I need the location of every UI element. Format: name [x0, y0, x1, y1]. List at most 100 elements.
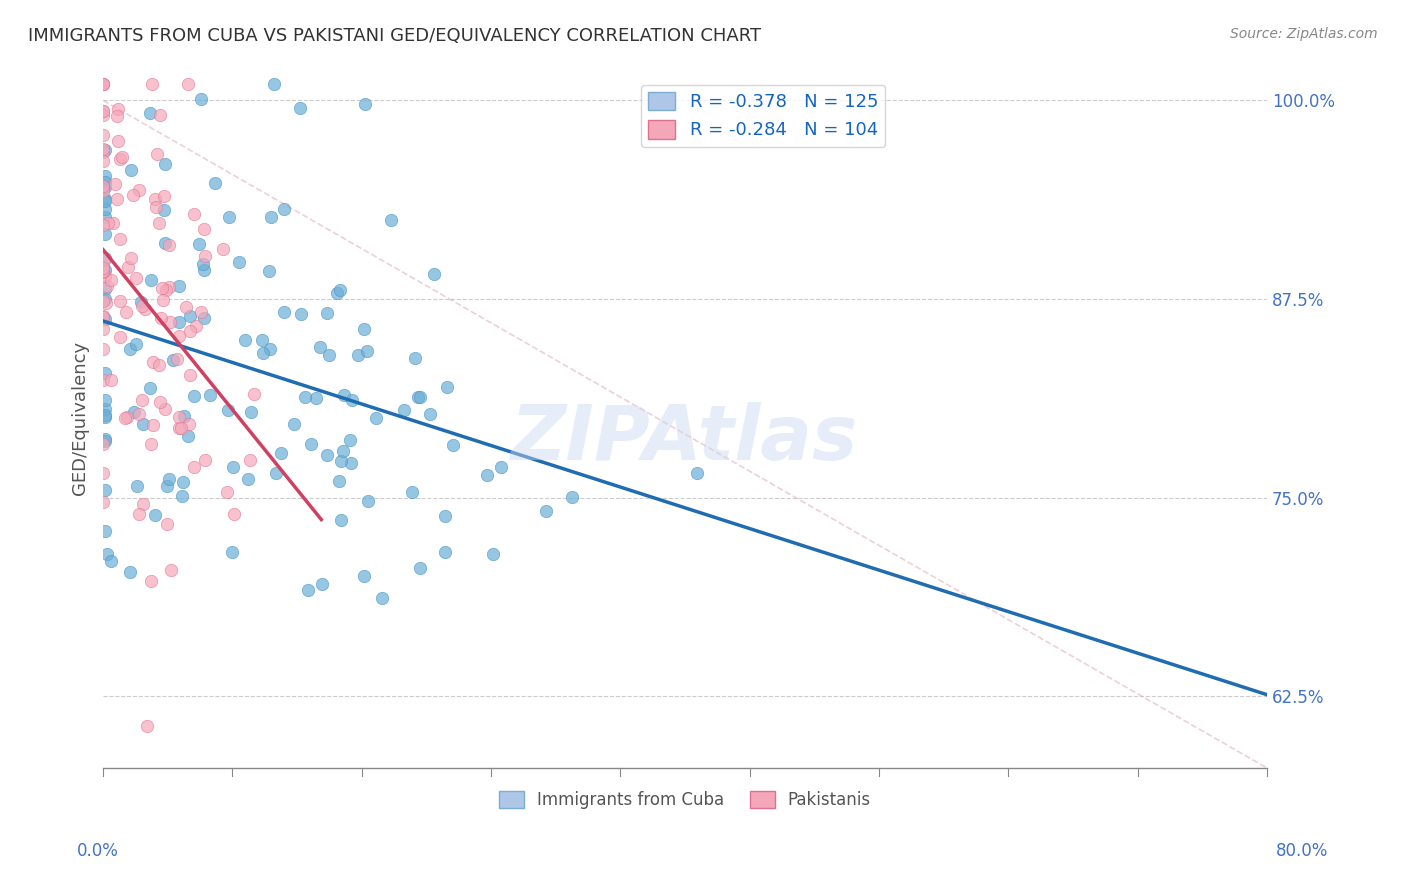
Point — [328, 475, 350, 489]
Point — [91, 293, 114, 308]
Point — [91, 153, 114, 168]
Point — [155, 283, 177, 297]
Point — [176, 428, 198, 442]
Point — [91, 145, 114, 159]
Point — [110, 232, 132, 246]
Point — [401, 485, 423, 500]
Point — [108, 153, 131, 167]
Point — [228, 255, 250, 269]
Point — [91, 437, 114, 451]
Point — [91, 495, 114, 509]
Point — [108, 294, 131, 309]
Point — [91, 309, 114, 323]
Point — [266, 467, 288, 481]
Point — [308, 341, 330, 355]
Point — [115, 409, 138, 424]
Point — [273, 202, 295, 216]
Point — [167, 421, 190, 435]
Point — [128, 407, 150, 421]
Point — [174, 301, 197, 315]
Point — [167, 410, 190, 425]
Point — [534, 504, 557, 518]
Point — [117, 260, 139, 274]
Point — [238, 472, 260, 486]
Point — [167, 279, 190, 293]
Point — [157, 280, 180, 294]
Point — [489, 459, 512, 474]
Point — [96, 547, 118, 561]
Point — [176, 78, 198, 92]
Point — [134, 301, 156, 316]
Point — [482, 547, 505, 561]
Point — [406, 390, 429, 404]
Point — [93, 169, 115, 184]
Point — [153, 203, 176, 218]
Point — [167, 328, 190, 343]
Point — [318, 348, 340, 362]
Point — [105, 192, 128, 206]
Point — [364, 411, 387, 425]
Point — [93, 483, 115, 498]
Point — [91, 128, 114, 143]
Point — [94, 252, 117, 266]
Point — [155, 236, 177, 251]
Point — [128, 183, 150, 197]
Point — [441, 438, 464, 452]
Point — [122, 405, 145, 419]
Point — [404, 351, 426, 366]
Point — [434, 545, 457, 559]
Point — [283, 417, 305, 432]
Point — [339, 433, 361, 447]
Point — [190, 305, 212, 319]
Point — [91, 321, 114, 335]
Point — [419, 407, 441, 421]
Point — [155, 402, 177, 417]
Point — [120, 252, 142, 266]
Point — [143, 508, 166, 522]
Point — [94, 295, 117, 310]
Point — [131, 294, 153, 309]
Point — [218, 210, 240, 224]
Point — [239, 405, 262, 419]
Point — [101, 216, 124, 230]
Point — [107, 134, 129, 148]
Point — [330, 453, 353, 467]
Point — [122, 187, 145, 202]
Point — [198, 388, 221, 402]
Point — [93, 392, 115, 407]
Point — [257, 263, 280, 277]
Point — [221, 545, 243, 559]
Point — [91, 104, 114, 119]
Point — [100, 554, 122, 568]
Point — [316, 306, 339, 320]
Point — [93, 293, 115, 307]
Point — [294, 390, 316, 404]
Point — [131, 392, 153, 407]
Point — [316, 449, 339, 463]
Point — [91, 263, 114, 277]
Point — [141, 436, 163, 450]
Point — [252, 345, 274, 359]
Point — [380, 212, 402, 227]
Point — [305, 391, 328, 405]
Point — [93, 282, 115, 296]
Point — [222, 460, 245, 475]
Point — [191, 257, 214, 271]
Point — [94, 269, 117, 284]
Point — [561, 490, 583, 504]
Point — [91, 260, 114, 274]
Point — [329, 283, 352, 297]
Point — [259, 342, 281, 356]
Point — [148, 358, 170, 372]
Point — [107, 102, 129, 116]
Point — [183, 207, 205, 221]
Point — [93, 409, 115, 424]
Point — [96, 279, 118, 293]
Point — [93, 401, 115, 416]
Point — [193, 263, 215, 277]
Point — [159, 315, 181, 329]
Point — [179, 417, 201, 431]
Point — [108, 330, 131, 344]
Point — [155, 157, 177, 171]
Point — [91, 103, 114, 118]
